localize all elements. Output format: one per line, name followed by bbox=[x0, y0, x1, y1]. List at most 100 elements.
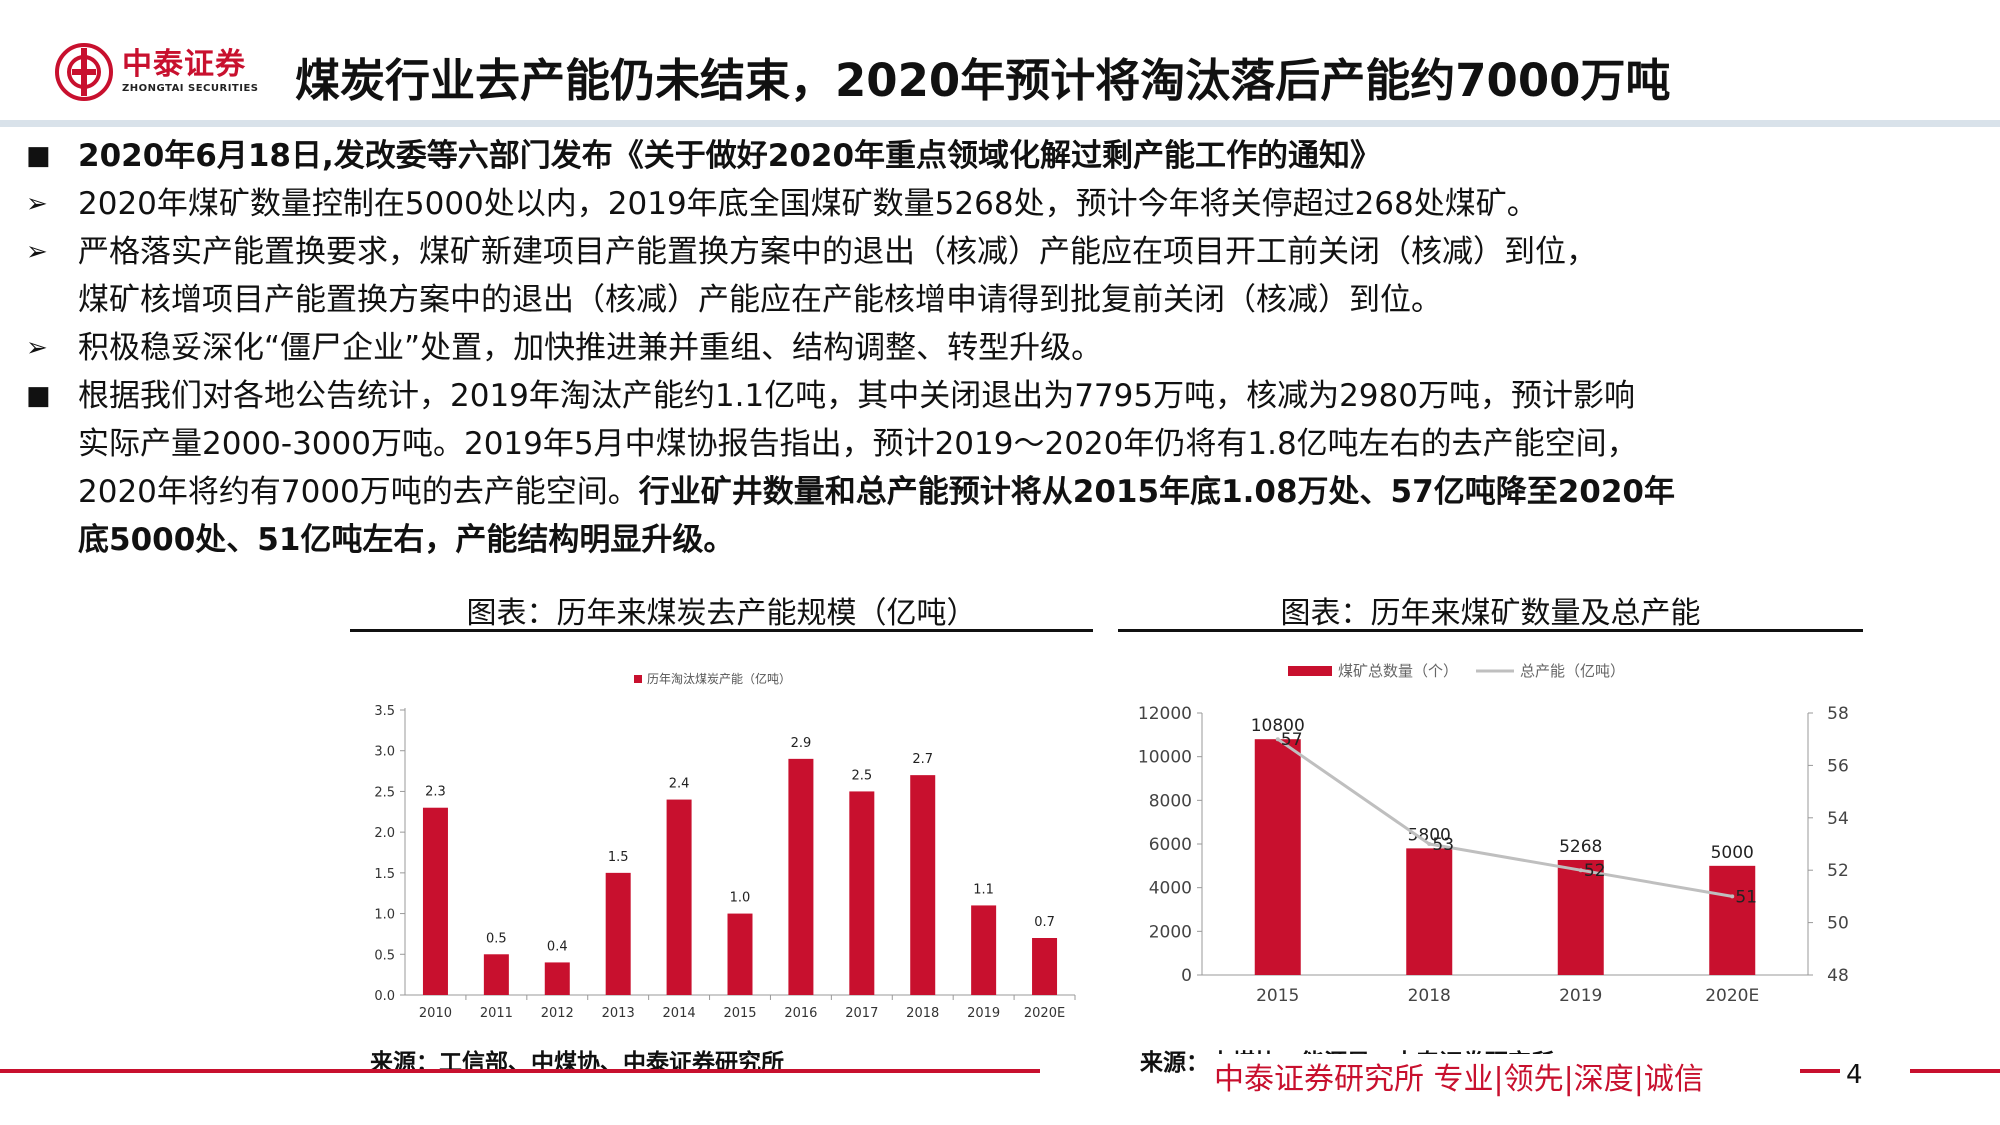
y-tick-label: 0.5 bbox=[374, 948, 395, 963]
bar bbox=[483, 954, 509, 995]
left-chart: 历年淘汰煤炭产能（亿吨） 0.0 0.5 1.0 1.5 2.0 2.5 3.0 3.5 2.3 2… bbox=[374, 671, 1076, 1021]
bar bbox=[788, 758, 814, 995]
bullet-text-bold: 底5000处、51亿吨左右，产能结构明显升级。 bbox=[78, 522, 735, 558]
line-point bbox=[1578, 868, 1583, 873]
square-bullet-icon: ■ bbox=[26, 381, 51, 411]
y-left-tick-label: 4000 bbox=[1149, 879, 1192, 899]
bullet-text: 实际产量2000-3000万吨。2019年5月中煤协报告指出，预计2019～20… bbox=[78, 426, 1638, 462]
bar-data-label: 5000 bbox=[1711, 843, 1754, 863]
footer-bar-left bbox=[0, 1069, 1040, 1073]
y-right-tick-label: 52 bbox=[1827, 861, 1849, 881]
page-number: 4 bbox=[1846, 1060, 1863, 1090]
bullet-list: ■ 2020年6月18日,发改委等六部门发布《关于做好2020年重点领域化解过剩… bbox=[22, 132, 1982, 564]
bar bbox=[666, 799, 692, 995]
bullet-text: 2020年将约有7000万吨的去产能空间。行业矿井数量和总产能预计将从2015年… bbox=[78, 468, 1982, 516]
bullet-text-part: 2020年将约有7000万吨的去产能空间。 bbox=[78, 474, 639, 510]
footer-bar-mid bbox=[1800, 1069, 1840, 1073]
bullet-item: ■ 2020年6月18日,发改委等六部门发布《关于做好2020年重点领域化解过剩… bbox=[22, 132, 1982, 180]
footer-bar-right bbox=[1910, 1069, 2000, 1073]
capacity-line bbox=[1276, 737, 1733, 898]
header-divider bbox=[0, 120, 2000, 127]
x-tick-label: 2011 bbox=[480, 1006, 513, 1021]
data-label: 0.4 bbox=[547, 939, 568, 954]
bar-data-label: 5268 bbox=[1559, 837, 1602, 857]
bar bbox=[1032, 938, 1058, 995]
data-label: 2.4 bbox=[669, 777, 690, 792]
y-right-tick-label: 54 bbox=[1827, 809, 1849, 829]
bullet-text: 2020年6月18日,发改委等六部门发布《关于做好2020年重点领域化解过剩产能… bbox=[78, 138, 1382, 174]
left-chart-rule bbox=[350, 629, 1093, 632]
x-tick-label: 2020E bbox=[1705, 986, 1759, 1006]
y-tick-label: 1.5 bbox=[374, 867, 395, 882]
x-tick-label: 2015 bbox=[723, 1006, 756, 1021]
bar-data-label: 5800 bbox=[1408, 825, 1451, 845]
bar bbox=[1406, 848, 1453, 975]
bullet-text: 根据我们对各地公告统计，2019年淘汰产能约1.1亿吨，其中关闭退出为7795万… bbox=[78, 378, 1635, 414]
x-tick-label: 2012 bbox=[541, 1006, 574, 1021]
bullet-text: 积极稳妥深化“僵尸企业”处置，加快推进兼并重组、结构调整、转型升级。 bbox=[78, 330, 1103, 366]
x-tick-label: 2018 bbox=[1408, 986, 1451, 1006]
x-tick-label: 2019 bbox=[967, 1006, 1000, 1021]
x-tick-label: 2015 bbox=[1256, 986, 1299, 1006]
y-right-tick-label: 58 bbox=[1827, 704, 1849, 724]
square-bullet-icon: ■ bbox=[26, 141, 51, 171]
bar bbox=[1709, 865, 1756, 975]
x-tick-label: 2019 bbox=[1559, 986, 1602, 1006]
line-data-label: 52 bbox=[1584, 861, 1606, 881]
arrow-bullet-icon: ➢ bbox=[26, 189, 48, 219]
legend-label: 历年淘汰煤炭产能（亿吨） bbox=[647, 671, 791, 686]
right-chart: 煤矿总数量（个） 总产能（亿吨） 0 2000 4000 6000 8000 10000 120… bbox=[1138, 662, 1849, 1006]
x-tick-label: 2017 bbox=[845, 1006, 878, 1021]
bullet-item: ■ 根据我们对各地公告统计，2019年淘汰产能约1.1亿吨，其中关闭退出为779… bbox=[22, 372, 1982, 564]
x-tick-label: 2018 bbox=[906, 1006, 939, 1021]
bullet-text-bold: 行业矿井数量和总产能预计将从2015年底1.08万处、57亿吨降至2020年 bbox=[638, 474, 1675, 510]
data-label: 1.0 bbox=[730, 891, 751, 906]
bullet-item: ➢ 积极稳妥深化“僵尸企业”处置，加快推进兼并重组、结构调整、转型升级。 bbox=[22, 324, 1982, 372]
line-data-label: 53 bbox=[1432, 835, 1454, 855]
bar bbox=[849, 791, 875, 995]
bar bbox=[971, 905, 997, 995]
line-point bbox=[1730, 894, 1735, 899]
right-chart-rule bbox=[1118, 629, 1863, 632]
line-data-label: 57 bbox=[1281, 730, 1303, 750]
x-tick-label: 2014 bbox=[663, 1006, 696, 1021]
footer-slogan: 中泰证券研究所 专业|领先|深度|诚信 bbox=[1208, 1054, 1710, 1098]
y-left-tick-label: 12000 bbox=[1138, 704, 1192, 724]
bullet-text: 煤矿核增项目产能置换方案中的退出（核减）产能应在产能核增申请得到批复前关闭（核减… bbox=[78, 282, 1442, 318]
x-tick-label: 2010 bbox=[419, 1006, 452, 1021]
y-left-tick-label: 0 bbox=[1181, 966, 1192, 986]
bar bbox=[544, 962, 570, 995]
y-tick-label: 2.0 bbox=[374, 826, 395, 841]
bullet-item: ➢ 2020年煤矿数量控制在5000处以内，2019年底全国煤矿数量5268处，… bbox=[22, 180, 1982, 228]
bullet-text: 严格落实产能置换要求，煤矿新建项目产能置换方案中的退出（核减）产能应在项目开工前… bbox=[78, 234, 1597, 270]
slide-title: 煤炭行业去产能仍未结束，2020年预计将淘汰落后产能约7000万吨 bbox=[295, 54, 1671, 107]
data-label: 1.5 bbox=[608, 850, 629, 865]
bar bbox=[1254, 739, 1301, 975]
x-tick-label: 2016 bbox=[784, 1006, 817, 1021]
bar bbox=[605, 872, 631, 995]
y-tick-label: 3.5 bbox=[374, 704, 395, 719]
legend-swatch bbox=[634, 675, 642, 683]
y-tick-label: 2.5 bbox=[374, 785, 395, 800]
data-label: 2.7 bbox=[912, 752, 933, 767]
data-label: 0.5 bbox=[486, 931, 507, 946]
y-left-tick-label: 2000 bbox=[1149, 922, 1192, 942]
legend-label-bar: 煤矿总数量（个） bbox=[1338, 662, 1458, 680]
x-tick-label: 2013 bbox=[602, 1006, 635, 1021]
bar bbox=[727, 913, 753, 995]
data-label: 2.3 bbox=[425, 785, 446, 800]
y-left-tick-label: 8000 bbox=[1149, 791, 1192, 811]
bullet-item: ➢ 严格落实产能置换要求，煤矿新建项目产能置换方案中的退出（核减）产能应在项目开… bbox=[22, 228, 1982, 324]
logo-cn-text: 中泰证券 bbox=[122, 47, 246, 82]
y-tick-label: 3.0 bbox=[374, 745, 395, 760]
x-tick-label: 2020E bbox=[1024, 1006, 1065, 1021]
y-right-tick-label: 56 bbox=[1827, 756, 1849, 776]
line-data-label: 51 bbox=[1735, 887, 1757, 907]
legend-swatch-bar bbox=[1288, 666, 1332, 676]
zhongtai-logo-icon bbox=[55, 43, 113, 101]
y-tick-label: 0.0 bbox=[374, 989, 395, 1004]
data-label: 1.1 bbox=[973, 882, 994, 897]
company-logo: 中泰证券 ZHONGTAI SECURITIES bbox=[54, 40, 259, 104]
y-left-tick-label: 10000 bbox=[1138, 748, 1192, 768]
data-label: 2.9 bbox=[791, 736, 812, 751]
